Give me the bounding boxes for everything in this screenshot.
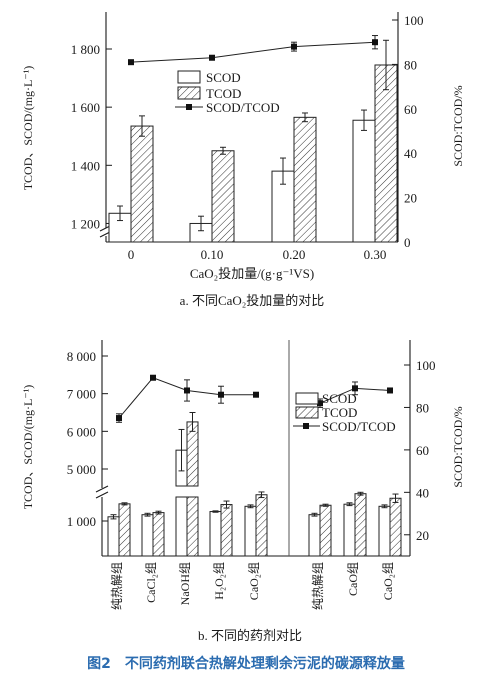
panel-a-right-tick-label: 0 (404, 235, 411, 250)
panel-b: 1 000 5 000 6 000 7 000 8 000 20 40 60 80 100 纯热解组… (21, 340, 465, 643)
panel-b-left-tick-label: 7 000 (67, 387, 96, 402)
panel-a-legend-label-tcod: TCOD (206, 86, 241, 101)
panel-b-bar-scod (308, 514, 321, 557)
panel-b-bar-scod (107, 516, 120, 557)
panel-b-ratio-point (352, 385, 358, 392)
panel-b-bar-tcod (152, 512, 165, 557)
panel-a-xlabel: CaO₂投加量/(g·g⁻¹VS) (190, 266, 314, 281)
panel-b-subcaption: b. 不同的药剂对比 (198, 628, 302, 643)
panel-a-bar-scod (352, 119, 376, 243)
panel-b-axis-break-mark-2 (95, 491, 109, 499)
panel-b-bar-tcod (118, 503, 131, 557)
panel-a-ratio-point (128, 59, 134, 66)
panel-a: 1 200 1 400 1 600 1 800 0 20 40 60 80 100 0 0.10 0.2… (21, 12, 465, 308)
panel-b-x-tick-label: 纯热解组 (311, 562, 325, 610)
panel-b-left-tick-label: 1 000 (67, 514, 96, 529)
panel-a-ratio-point (372, 39, 378, 46)
panel-a-right-tick-label: 40 (404, 146, 417, 161)
panel-b-bar-tcod (319, 504, 332, 557)
panel-b-legend-label-scod: SCOD (322, 391, 357, 406)
panel-a-legend-marker-ratio (186, 104, 192, 110)
figure-caption: 图2 不同药剂联合热解处理剩余污泥的碳源释放量 (87, 655, 405, 672)
panel-b-axis-break-mark (95, 485, 109, 493)
panel-b-bar-scod (343, 503, 356, 557)
panel-b-x-tick-label: 纯热解组 (110, 562, 124, 610)
panel-b-legend-swatch-scod (295, 392, 319, 405)
panel-b-right-tick-label: 20 (416, 528, 429, 543)
panel-b-ratio-point (387, 387, 393, 394)
panel-b-left-tick-label: 6 000 (67, 424, 96, 439)
panel-b-x-tick-label: NaOH组 (178, 562, 192, 605)
panel-b-bar-scod (209, 511, 222, 557)
panel-a-left-tick-label: 1 800 (71, 42, 100, 57)
panel-b-legend-label-ratio: SCOD/TCOD (322, 419, 396, 434)
panel-b-ratio-point (253, 391, 259, 398)
panel-a-left-tick-label: 1 600 (71, 100, 100, 115)
panel-a-marks: 1 200 1 400 1 600 1 800 0 20 40 60 80 100 0 0.10 0.2… (71, 13, 424, 262)
panel-a-ratio-line (130, 41, 376, 63)
panel-b-bar-tcod (354, 493, 367, 557)
panel-b-bar-tcod-lower (186, 496, 199, 557)
panel-b-left-tick-label: 8 000 (67, 349, 96, 364)
panel-b-bar-tcod (220, 504, 233, 557)
panel-a-ylabel-left: TCOD、SCOD/(mg·L⁻¹) (21, 66, 35, 191)
panel-a-ylabel-right: SCOD:TCOD/% (451, 85, 465, 166)
panel-b-right-tick-label: 60 (416, 443, 429, 458)
panel-b-x-tick-label: H₂O₂组 (212, 562, 226, 600)
panel-b-x-tick-label: CaO组 (346, 562, 360, 596)
panel-a-legend-label-ratio: SCOD/TCOD (206, 100, 280, 115)
panel-a-legend-label-scod: SCOD (206, 70, 241, 85)
panel-a-legend-swatch-scod (177, 70, 201, 84)
panel-b-legend-label-tcod: TCOD (322, 405, 357, 420)
panel-b-bar-scod (378, 505, 391, 557)
panel-b-ratio-point (317, 400, 323, 407)
panel-b-x-tick-label: CaCl₂组 (144, 562, 158, 603)
panel-a-x-tick-label: 0 (128, 247, 135, 262)
panel-a-ratio-point (209, 54, 215, 61)
panel-a-bar-tcod (374, 64, 398, 243)
panel-a-bar-tcod (211, 150, 235, 243)
panel-a-legend-swatch-tcod (177, 86, 201, 100)
panel-a-right-tick-label: 60 (404, 102, 417, 117)
panel-a-x-tick-label: 0.30 (364, 247, 387, 262)
panel-b-ylabel-right: SCOD:TCOD/% (451, 406, 465, 487)
panel-b-bar-tcod (255, 494, 268, 557)
panel-b-right-tick-label: 40 (416, 485, 429, 500)
panel-b-bar-scod (244, 505, 257, 557)
panel-b-ratio-point (218, 391, 224, 398)
panel-b-ratio-point (116, 415, 122, 422)
panel-b-left-tick-label: 5 000 (67, 462, 96, 477)
panel-b-ratio-point (150, 374, 156, 381)
panel-a-right-tick-label: 20 (404, 191, 417, 206)
panel-b-marks: 1 000 5 000 6 000 7 000 8 000 20 40 60 80 100 纯热解组… (67, 349, 436, 610)
panel-a-x-tick-label: 0.10 (201, 247, 224, 262)
panel-b-ylabel-left: TCOD、SCOD/(mg·L⁻¹) (21, 385, 35, 510)
panel-b-right-tick-label: 100 (416, 358, 436, 373)
panel-b-legend-marker-ratio (303, 423, 309, 429)
panel-a-bar-tcod (130, 125, 154, 243)
panel-b-bar-scod-lower (175, 496, 188, 557)
panel-b-bar-scod (141, 514, 154, 557)
panel-a-right-tick-label: 80 (404, 57, 417, 72)
panel-a-bar-tcod (293, 116, 317, 243)
panel-a-ratio-point (291, 43, 297, 50)
panel-a-left-tick-label: 1 200 (71, 216, 100, 231)
panel-a-right-tick-label: 100 (404, 13, 424, 28)
panel-a-x-tick-label: 0.20 (283, 247, 306, 262)
panel-a-left-tick-label: 1 400 (71, 158, 100, 173)
panel-b-bar-tcod (389, 497, 402, 557)
panel-b-legend-swatch-tcod (295, 406, 319, 419)
panel-a-subcaption: a. 不同CaO₂投加量的对比 (180, 293, 325, 308)
panel-b-x-tick-label: CaO₂组 (381, 562, 395, 600)
panel-b-right-tick-label: 80 (416, 400, 429, 415)
panel-b-ratio-point (184, 387, 190, 394)
panel-b-x-tick-label: CaO₂组 (247, 562, 261, 600)
